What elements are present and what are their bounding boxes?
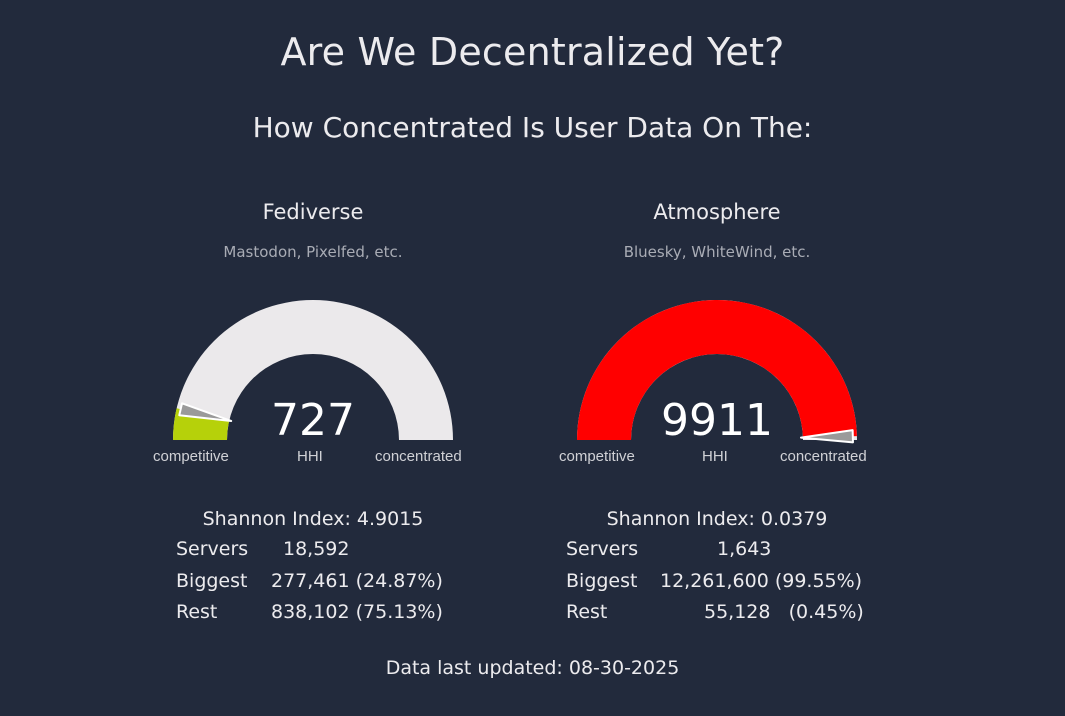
gauge-needle [799, 429, 854, 444]
rest-value: 838,102 (75.13%) [271, 601, 443, 623]
biggest-value: 277,461 (24.87%) [271, 570, 443, 592]
panel-description: Mastodon, Pixelfed, etc. [223, 243, 403, 261]
gauge-label-competitive: competitive [559, 448, 635, 465]
biggest-label: Biggest [176, 570, 248, 592]
gauge-label-competitive: competitive [153, 448, 229, 465]
hhi-gauge: 9911 competitive HHI concentrated [517, 290, 917, 465]
rest-row: Rest 55,128 (0.45%) [517, 601, 917, 627]
gauge-needle [178, 402, 233, 422]
hhi-gauge: 727 competitive HHI concentrated [113, 290, 513, 465]
panel-description: Bluesky, WhiteWind, etc. [623, 243, 811, 261]
biggest-label: Biggest [566, 570, 638, 592]
biggest-row: Biggest 277,461 (24.87%) [113, 570, 513, 596]
gauge-svg [173, 300, 453, 440]
servers-row: Servers 1,643 [517, 538, 917, 564]
page-subtitle: How Concentrated Is User Data On The: [252, 111, 813, 144]
shannon-index: Shannon Index: 4.9015 [202, 508, 424, 530]
shannon-index: Shannon Index: 0.0379 [606, 508, 828, 530]
rest-row: Rest 838,102 (75.13%) [113, 601, 513, 627]
servers-row: Servers 18,592 [113, 538, 513, 564]
gauge-track [173, 300, 453, 440]
rest-value: 55,128 (0.45%) [704, 601, 864, 623]
last-updated: Data last updated: 08-30-2025 [385, 657, 680, 679]
hhi-value: 727 [271, 395, 355, 446]
servers-label: Servers [176, 538, 249, 560]
gauge-fill [577, 299, 857, 440]
panel-name: Atmosphere [653, 200, 781, 224]
gauge-label-hhi: HHI [702, 448, 728, 465]
servers-value: 18,592 [283, 538, 350, 560]
hhi-value: 9911 [661, 395, 773, 446]
rest-label: Rest [176, 601, 218, 623]
servers-label: Servers [566, 538, 639, 560]
servers-value: 1,643 [717, 538, 772, 560]
panel-name: Fediverse [262, 200, 364, 224]
gauge-svg [577, 299, 857, 444]
gauge-label-concentrated: concentrated [780, 448, 867, 465]
gauge-label-concentrated: concentrated [375, 448, 462, 465]
rest-label: Rest [566, 601, 608, 623]
biggest-value: 12,261,600 (99.55%) [660, 570, 863, 592]
biggest-row: Biggest 12,261,600 (99.55%) [517, 570, 917, 596]
gauge-label-hhi: HHI [297, 448, 323, 465]
page-title: Are We Decentralized Yet? [280, 30, 785, 74]
